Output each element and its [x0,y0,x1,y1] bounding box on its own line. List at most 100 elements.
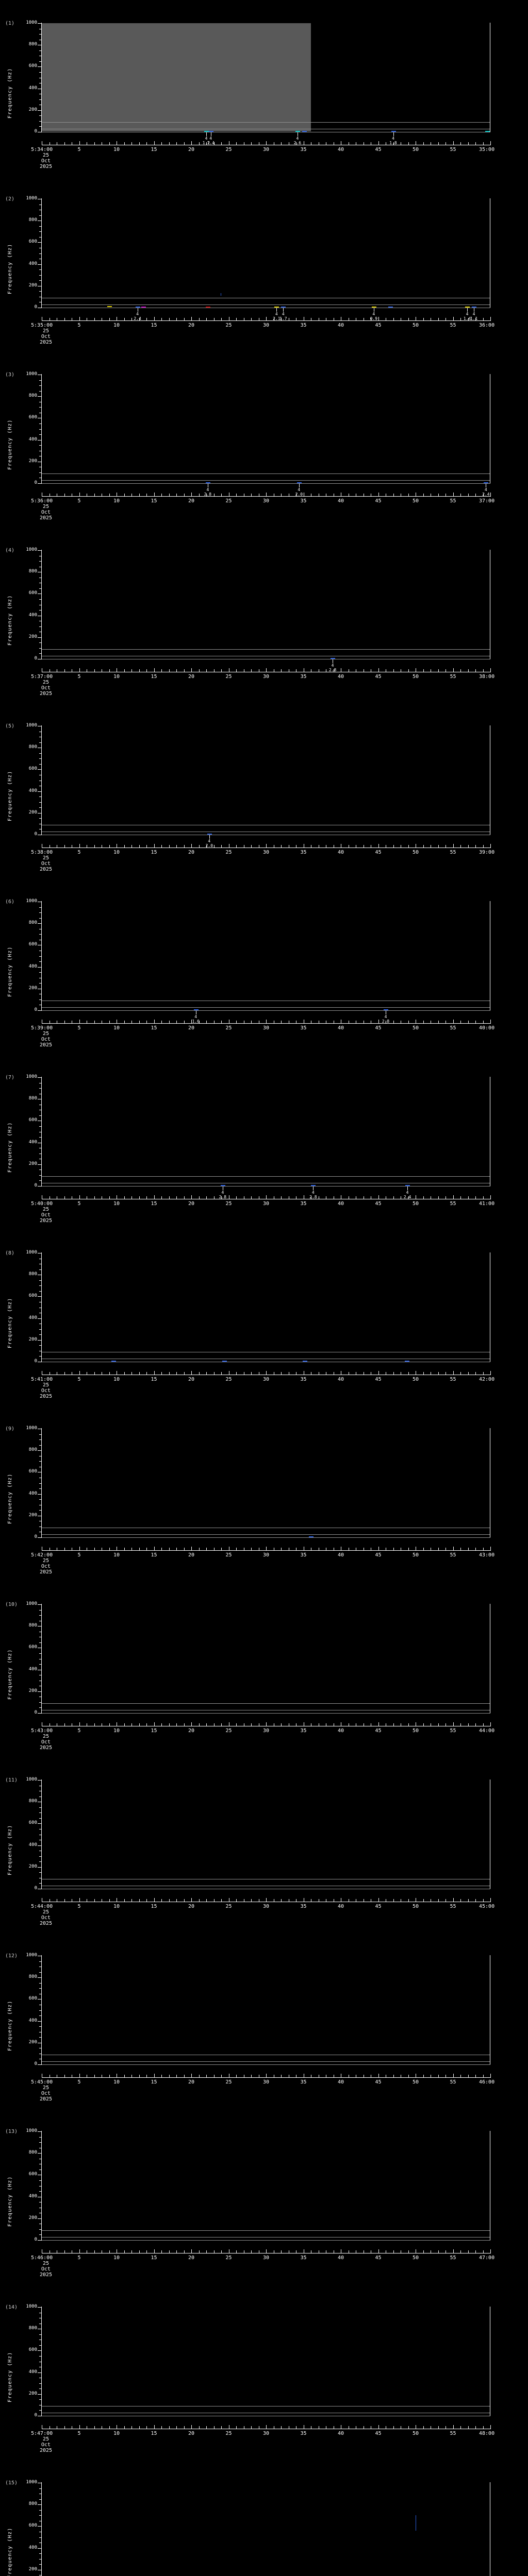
x-tick [468,1548,469,1551]
x-tick-label: 15 [151,850,157,855]
y-tick [38,2218,42,2219]
x-tick [94,494,95,497]
event-marker [331,657,336,659]
date-month: Oct [41,861,51,867]
y-tick [39,764,42,765]
x-tick [378,2249,379,2253]
x-tick [176,845,177,848]
x-tick [266,1722,267,1726]
date-day: 25 [42,504,50,510]
y-tick-label: 400 [28,788,37,793]
plot-area [42,23,490,131]
x-tick [176,142,177,145]
y-tick-label: 1000 [26,547,37,552]
x-tick [460,1196,461,1199]
spectrogram-panel: (6)Frequency (Hz)0200400600800100041.642… [0,878,528,1054]
y-tick-label: 400 [28,963,37,969]
data-gap-shading [42,23,311,131]
x-tick [154,2074,155,2078]
x-tick [490,1371,491,1375]
y-tick [39,1510,42,1511]
x-tick-label: 5 [77,1201,81,1207]
x-tick [438,2426,439,2429]
x-tick [79,1722,80,1726]
x-tick-label: 30 [262,850,270,855]
x-tick [266,1371,267,1375]
y-tick [39,2015,42,2016]
y-tick [39,796,42,798]
x-tick [161,142,162,145]
y-tick [39,1988,42,1989]
x-tick [184,845,185,848]
x-tick [468,1021,469,1024]
x-tick [124,1021,125,1024]
x-tick-label: 20 [188,850,195,855]
y-axis-title: Frequency (Hz) [7,2000,13,2051]
y-tick-label: 0 [34,480,37,485]
y-tick [39,1707,42,1708]
x-tick-label: 20 [188,1728,195,1734]
plot-area [42,375,490,483]
x-tick-label: 5 [77,323,81,328]
x-tick [109,142,110,145]
y-tick [39,280,42,281]
y-tick-label: 800 [28,1623,37,1629]
x-tick-label: 30 [262,1377,270,1382]
x-tick [453,2074,454,2078]
x-tick [124,1723,125,1726]
x-tick-label: 35 [300,1025,307,1031]
y-tick [38,1867,42,1868]
y-tick-label: 1000 [26,371,37,377]
x-tick [154,2425,155,2429]
x-tick [109,1196,110,1199]
x-tick [490,2074,491,2078]
x-tick [266,1898,267,1902]
x-tick [176,318,177,321]
x-tick [378,668,379,672]
x-tick [199,1372,200,1375]
x-tick [169,142,170,145]
x-tick-label: 20 [188,2079,195,2085]
x-tick [199,318,200,321]
x-tick [64,142,65,145]
x-tick [94,845,95,848]
x-tick [438,1548,439,1551]
y-tick [39,126,42,127]
x-axis-end-time: 42:00 [479,1377,495,1382]
y-tick [39,2558,42,2560]
y-tick [39,561,42,562]
y-axis-title: Frequency (Hz) [7,2176,13,2227]
x-axis-start-time: 5:34:00 [31,147,53,152]
y-tick-label: 1000 [26,1426,37,1431]
x-tick [176,1548,177,1551]
x-tick [408,494,409,497]
event-callout-tick [209,835,210,839]
y-tick [39,626,42,627]
x-tick [483,142,484,145]
y-tick-label: 1000 [26,1074,37,1079]
x-tick [408,1548,409,1551]
event-magnitude-label: 4 [372,312,375,316]
x-tick [408,1372,409,1375]
x-axis-start-time: 5:36:00 [31,498,53,504]
x-tick [221,2075,222,2078]
y-axis-left [41,1252,42,1362]
x-tick [199,1021,200,1024]
x-tick-label: 40 [337,1377,344,1382]
y-tick [39,1488,42,1489]
x-tick [124,142,125,145]
x-tick-label: 5 [77,1728,81,1734]
y-tick [39,275,42,276]
y-tick [38,1010,42,1011]
y-tick-label: 800 [28,1974,37,1980]
y-tick-label: 0 [34,1359,37,1364]
x-tick [236,1196,237,1199]
x-tick-label: 30 [262,498,270,504]
x-tick-label: 50 [412,674,419,680]
y-tick [39,2010,42,2011]
event-marker [208,130,213,132]
x-tick [266,1195,267,1199]
x-tick [483,2075,484,2078]
x-tick [221,1372,222,1375]
x-axis-start-time: 5:42:00 [31,1552,53,1558]
